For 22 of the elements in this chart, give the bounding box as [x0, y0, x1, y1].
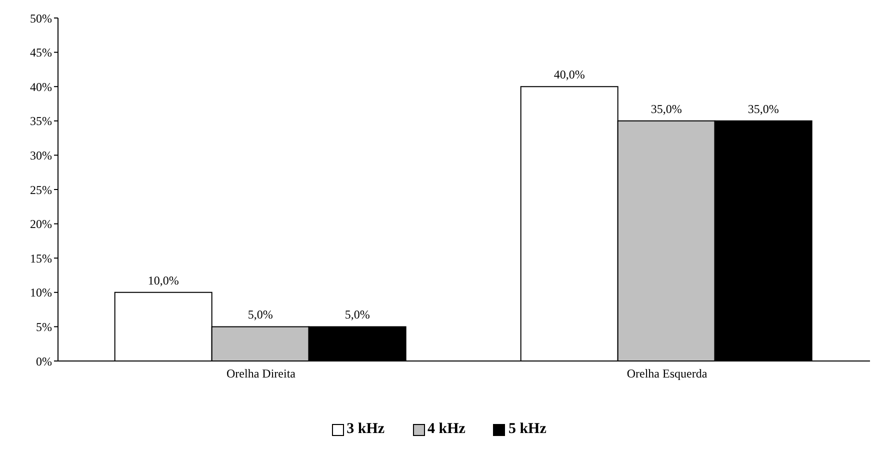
data-label: 10,0% — [148, 273, 179, 288]
y-tick-label: 35% — [30, 114, 52, 128]
data-label: 35,0% — [650, 102, 682, 116]
data-label: 35,0% — [748, 102, 779, 116]
y-tick-label: 15% — [30, 251, 52, 266]
y-tick-label: 45% — [30, 46, 52, 60]
x-tick-label: Orelha Esquerda — [626, 366, 708, 381]
y-tick-label: 25% — [30, 182, 52, 197]
y-tick-label: 30% — [30, 148, 52, 162]
y-tick-label: 50% — [30, 11, 52, 26]
data-label: 40,0% — [554, 68, 585, 82]
legend-label: 3 kHz — [346, 421, 385, 438]
y-tick-label: 5% — [36, 320, 52, 334]
legend-label: 4 kHz — [426, 421, 466, 438]
y-tick-label: 10% — [30, 286, 52, 300]
y-tick-label: 40% — [30, 80, 52, 94]
y-tick-label: 0% — [36, 354, 52, 368]
data-label: 5,0% — [344, 308, 370, 322]
legend-label: 5 kHz — [507, 421, 546, 438]
y-tick-label: 20% — [30, 217, 52, 232]
data-label: 5,0% — [248, 308, 273, 322]
x-tick-label: Orelha Direita — [226, 366, 296, 381]
